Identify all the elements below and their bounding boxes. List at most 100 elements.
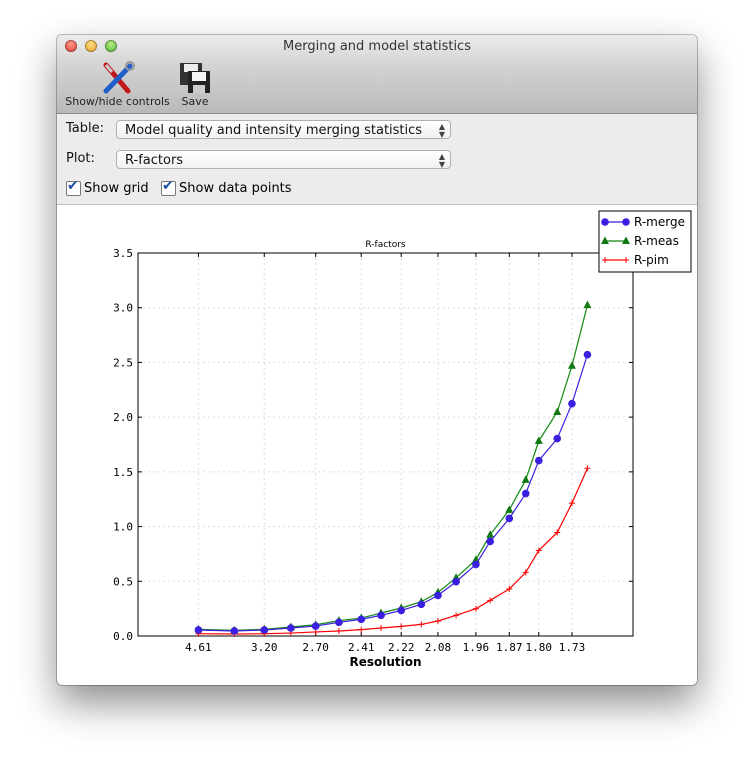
legend-marker: [622, 236, 630, 244]
data-point: [568, 399, 576, 408]
save-label: Save: [181, 95, 209, 108]
app-window: Merging and model statistics Show/hide c…: [57, 35, 697, 685]
x-tick-label: 3.20: [251, 641, 277, 654]
series-r-pim: [195, 465, 591, 638]
data-point: [486, 530, 495, 538]
r-factors-chart: 0.0 0.5 1.0 1.5 2.0 2.5 3.0 3.5 4.61 3.20 2.70 2.41…: [113, 210, 692, 669]
close-button[interactable]: [65, 40, 77, 52]
data-point: [553, 407, 562, 415]
show-data-points-label: Show data points: [179, 181, 292, 196]
legend: R-merge R-meas R-pim: [598, 210, 692, 273]
legend-marker: [601, 236, 609, 244]
y-tick-label: 1.5: [113, 466, 133, 479]
chart-title: R-factors: [365, 240, 406, 250]
data-point: [357, 615, 366, 624]
data-point: [521, 489, 530, 498]
data-point: [434, 591, 442, 600]
data-point: [418, 621, 425, 628]
data-point: [287, 624, 295, 632]
y-tick-label: 2.0: [113, 411, 133, 424]
y-tick-label: 0.0: [113, 630, 133, 643]
data-point: [312, 628, 319, 635]
legend-label: R-merge: [634, 215, 685, 229]
updown-arrows-icon: ▲ ▼: [438, 152, 445, 169]
save-button[interactable]: Save: [177, 61, 213, 108]
checkbox-checked-icon: [66, 178, 81, 196]
data-point: [522, 569, 529, 576]
data-point: [568, 500, 575, 507]
updown-arrows-icon: ▲ ▼: [438, 122, 445, 139]
data-point: [194, 626, 203, 634]
data-point: [472, 605, 479, 612]
data-point: [417, 600, 426, 609]
zoom-button[interactable]: [105, 40, 117, 52]
data-point: [505, 514, 514, 523]
data-point: [358, 626, 365, 633]
y-tick-label: 2.5: [113, 356, 133, 369]
show-data-points-checkbox[interactable]: Show data points: [161, 178, 292, 196]
legend-marker: [601, 218, 609, 226]
plot-select-value: R-factors: [125, 153, 184, 168]
data-point: [487, 597, 494, 604]
series-line: [198, 304, 589, 631]
series-r-merge: [194, 350, 592, 635]
data-point: [534, 456, 543, 465]
data-point: [452, 577, 460, 586]
x-tick-label: 2.70: [302, 641, 329, 654]
x-tick-label: 1.73: [559, 641, 586, 654]
data-point: [506, 586, 513, 593]
data-point: [553, 434, 562, 443]
tools-icon: [103, 61, 135, 94]
legend-marker: [623, 257, 629, 263]
data-point: [583, 350, 592, 359]
data-point: [567, 361, 576, 369]
data-point: [335, 627, 342, 634]
data-point: [260, 626, 269, 634]
controls-panel: Table: Model quality and intensity mergi…: [57, 114, 697, 205]
table-select[interactable]: Model quality and intensity merging stat…: [116, 120, 451, 139]
show-grid-checkbox[interactable]: Show grid: [66, 178, 149, 196]
data-point: [397, 606, 406, 615]
table-label: Table:: [66, 121, 104, 136]
data-point: [521, 475, 530, 483]
plot-frame: [137, 252, 634, 637]
plot-select[interactable]: R-factors ▲ ▼: [116, 150, 451, 169]
x-tick-label: 2.22: [388, 641, 415, 654]
data-point: [505, 505, 514, 513]
data-point: [434, 618, 441, 625]
minimize-button[interactable]: [85, 40, 97, 52]
show-hide-controls-label: Show/hide controls: [65, 95, 170, 108]
legend-marker: [602, 257, 608, 263]
data-point: [554, 529, 561, 536]
data-point: [453, 612, 460, 619]
data-point: [377, 611, 385, 620]
floppy-disk-icon: [180, 63, 210, 93]
y-tick-label: 0.5: [113, 575, 133, 588]
plot-area: [138, 253, 633, 636]
x-tick-label: 4.61: [185, 641, 212, 654]
data-point: [378, 625, 385, 632]
window-title: Merging and model statistics: [283, 39, 471, 54]
x-tick-label: 1.80: [526, 641, 553, 654]
data-point: [335, 618, 343, 627]
data-point: [583, 300, 592, 309]
y-tick-label: 3.0: [113, 302, 133, 315]
data-point: [472, 560, 480, 569]
plot-label: Plot:: [66, 151, 95, 166]
legend-label: R-pim: [634, 253, 669, 267]
legend-label: R-meas: [634, 234, 679, 248]
series-line: [198, 354, 589, 632]
data-point: [398, 623, 405, 630]
y-tick-label: 3.5: [113, 247, 133, 260]
x-tick-label: 2.08: [425, 641, 452, 654]
show-hide-controls-button[interactable]: Show/hide controls: [65, 61, 170, 108]
x-tick-label: 1.96: [463, 641, 490, 654]
data-point: [486, 537, 494, 546]
legend-marker: [622, 218, 630, 226]
data-point: [311, 622, 320, 630]
show-grid-label: Show grid: [84, 181, 149, 196]
x-tick-label: 1.87: [496, 641, 523, 654]
series-line: [198, 468, 588, 635]
y-tick-label: 1.0: [113, 521, 133, 534]
table-select-value: Model quality and intensity merging stat…: [125, 123, 423, 138]
